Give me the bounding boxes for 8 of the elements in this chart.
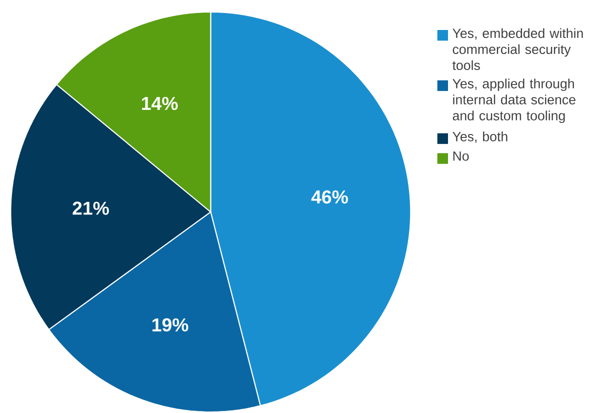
legend-label: Yes, both [452, 132, 508, 144]
legend-label: No [453, 152, 469, 161]
data-label: 19% [152, 318, 188, 332]
legend-label: Yes, applied through internal data science and custom tooling [452, 78, 576, 124]
data-label: 14% [142, 97, 178, 110]
legend-label: Yes, embedded within commercial security tools [452, 28, 583, 70]
data-label: 21% [72, 202, 109, 216]
data-label: 46% [311, 190, 348, 204]
